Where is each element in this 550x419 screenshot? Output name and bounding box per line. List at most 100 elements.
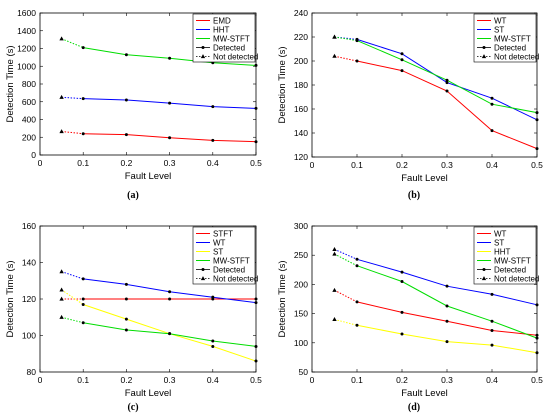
series-segment-not-detected	[61, 38, 84, 49]
y-tick-label: 100	[294, 338, 308, 348]
marker-detected	[445, 89, 449, 93]
marker-detected	[445, 78, 449, 82]
series-wt	[332, 53, 539, 151]
marker-detected	[490, 329, 494, 333]
marker-detected	[168, 297, 172, 301]
legend-marker-detected	[201, 268, 205, 271]
panel-label: (a)	[127, 190, 139, 201]
marker-not-detected	[59, 36, 64, 41]
series-segment-not-detected	[334, 36, 358, 42]
chart-panel-3: 0 0.1 0.2 0.3 0.4 0.5 80 100 120 140 160 Fault Leve…	[5, 221, 262, 413]
y-tick-label: 600	[22, 97, 36, 107]
series-wt	[332, 287, 539, 337]
marker-detected	[211, 339, 215, 343]
legend-label: Not detected	[213, 52, 258, 61]
x-tick-label: 0.2	[120, 375, 132, 385]
series-mw-stft	[332, 34, 539, 115]
marker-detected	[254, 297, 258, 301]
legend-label: Not detected	[213, 274, 258, 283]
marker-detected	[400, 310, 404, 314]
legend-marker-detected	[201, 46, 205, 49]
marker-detected	[168, 101, 172, 105]
marker-detected	[445, 81, 449, 85]
legend-box	[192, 226, 256, 285]
marker-detected	[124, 133, 128, 137]
legend-marker-not-detected	[481, 54, 487, 59]
legend-label: ST	[494, 238, 504, 247]
marker-detected	[445, 319, 449, 323]
legend-label: WT	[494, 229, 507, 238]
y-tick-label: 1200	[17, 44, 36, 54]
y-tick-label: 50	[299, 367, 309, 377]
marker-detected	[81, 277, 85, 281]
marker-not-detected	[332, 287, 337, 292]
y-tick-label: 220	[294, 32, 308, 42]
legend-marker-not-detected	[481, 276, 487, 281]
series-mw-stft	[332, 251, 539, 340]
legend-marker-detected	[482, 268, 486, 271]
y-axis-label: Detection Time (s)	[277, 260, 288, 337]
x-tick-label: 0.2	[120, 158, 132, 168]
x-axis-label: Fault Level	[401, 388, 447, 399]
legend-marker-detected	[482, 46, 486, 49]
y-tick-label: 240	[294, 8, 308, 18]
marker-detected	[535, 118, 539, 122]
panel-label: (d)	[408, 402, 420, 413]
y-tick-label: 300	[294, 221, 308, 231]
y-tick-label: 120	[294, 152, 308, 162]
y-tick-label: 140	[22, 258, 36, 268]
marker-detected	[490, 292, 494, 296]
marker-detected	[400, 52, 404, 56]
marker-detected	[254, 106, 258, 110]
y-tick-label: 150	[294, 309, 308, 319]
y-axis-label: Detection Time (s)	[5, 45, 16, 122]
legend-label: EMD	[213, 16, 231, 25]
legend-marker-not-detected	[200, 276, 206, 281]
marker-detected	[535, 147, 539, 151]
series-segment-not-detected	[334, 318, 358, 326]
marker-detected	[124, 328, 128, 332]
x-tick-label: 0.1	[351, 160, 363, 170]
marker-not-detected	[332, 53, 337, 58]
marker-not-detected	[59, 129, 64, 134]
marker-detected	[400, 279, 404, 283]
marker-detected	[124, 282, 128, 286]
y-tick-label: 1600	[17, 8, 36, 18]
series-segment-not-detected	[334, 248, 358, 260]
marker-not-detected	[59, 314, 64, 319]
marker-not-detected	[59, 94, 64, 99]
marker-detected	[81, 46, 85, 50]
chart-panel-4: 0 0.1 0.2 0.3 0.4 0.5 50 100 150 200 250 300 Fault L…	[277, 221, 543, 413]
legend-label: Detected	[494, 265, 526, 274]
marker-detected	[254, 344, 258, 348]
x-tick-label: 0	[38, 158, 43, 168]
x-tick-label: 0.1	[77, 375, 89, 385]
marker-detected	[124, 297, 128, 301]
marker-detected	[81, 302, 85, 306]
y-tick-label: 160	[294, 104, 308, 114]
series-st	[332, 246, 539, 307]
marker-detected	[355, 257, 359, 261]
marker-detected	[535, 351, 539, 355]
marker-detected	[81, 297, 85, 301]
x-tick-label: 0.5	[531, 160, 543, 170]
x-tick-label: 0.1	[351, 375, 363, 385]
legend-marker-not-detected	[200, 54, 206, 59]
legend-label: STFT	[213, 229, 233, 238]
marker-detected	[445, 304, 449, 308]
marker-not-detected	[59, 269, 64, 274]
legend-label: WT	[213, 238, 226, 247]
marker-detected	[81, 132, 85, 136]
series-wt	[59, 269, 258, 305]
legend-label: HHT	[494, 247, 511, 256]
marker-not-detected	[332, 246, 337, 251]
marker-detected	[81, 321, 85, 325]
x-tick-label: 0.1	[77, 158, 89, 168]
y-tick-label: 800	[22, 79, 36, 89]
marker-detected	[124, 53, 128, 57]
legend-label: WT	[494, 16, 507, 25]
legend-label: Not detected	[494, 274, 539, 283]
x-tick-label: 0	[38, 375, 43, 385]
